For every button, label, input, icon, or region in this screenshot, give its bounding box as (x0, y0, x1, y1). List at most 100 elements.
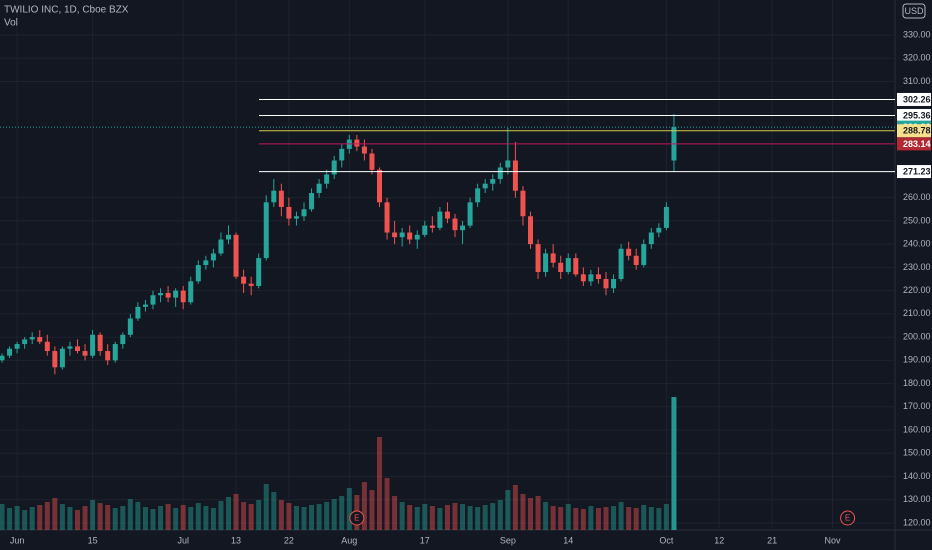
candle-body (271, 190, 277, 203)
currency-box[interactable] (902, 3, 926, 19)
volume-bar (59, 504, 65, 530)
candle-body (512, 160, 518, 191)
candle-body (173, 290, 179, 298)
volume-bar (233, 494, 239, 530)
volume-bar (565, 504, 571, 530)
y-tick-label: 170.00 (903, 401, 931, 411)
volume-bar (580, 509, 586, 530)
volume-bar (127, 499, 133, 530)
volume-bar (112, 508, 118, 530)
candle-body (142, 304, 148, 307)
volume-bar (120, 506, 126, 530)
price-level-label: 302.26 (903, 94, 931, 104)
volume-bar (316, 504, 322, 530)
candle-body (218, 239, 224, 254)
chart-title: TWILIO INC, 1D, Cboe BZX (4, 5, 129, 16)
x-tick-label: 17 (420, 535, 430, 545)
candle-body (90, 334, 96, 356)
x-tick-label: Jun (10, 535, 25, 545)
volume-bar (550, 506, 556, 530)
volume-bar (248, 504, 254, 530)
candle-body (550, 253, 556, 263)
volume-bar (663, 504, 669, 530)
candle-body (180, 290, 186, 303)
volume-bar (407, 505, 413, 530)
volume-bar (37, 505, 43, 530)
volume-bar (188, 507, 194, 530)
volume-bar (256, 500, 262, 530)
candle-body (618, 248, 624, 279)
candle-body (97, 334, 103, 352)
candle-body (505, 160, 511, 168)
candle-body (316, 183, 322, 194)
price-level-label-box (897, 137, 931, 151)
candle-body (633, 255, 639, 266)
x-tick-label: Oct (659, 535, 674, 545)
candle-body (407, 232, 413, 240)
volume-bar (135, 502, 141, 530)
y-tick-label: 190.00 (903, 355, 931, 365)
volume-bar (29, 507, 35, 530)
volume-bar (452, 503, 458, 530)
candle-body (286, 206, 292, 219)
price-level-label: 295.36 (903, 110, 931, 120)
volume-bar (671, 397, 677, 530)
volume-bar (14, 506, 20, 530)
volume-bar (588, 506, 594, 530)
candle-body (543, 253, 549, 273)
volume-bar (67, 507, 73, 530)
candle-body (528, 216, 533, 245)
volume-bar (90, 500, 96, 530)
volume-bar (309, 505, 315, 530)
volume-bar (203, 506, 209, 530)
volume-bar (195, 503, 201, 530)
currency[interactable]: USD (904, 6, 924, 16)
volume-bar (399, 502, 405, 530)
candle-body (414, 234, 420, 240)
x-tick-label: 15 (88, 535, 98, 545)
candle-body (233, 234, 239, 277)
x-tick-label: 14 (563, 535, 573, 545)
candle-body (37, 337, 43, 342)
candle-body (120, 334, 126, 345)
candle-body (309, 193, 315, 210)
candle-body (535, 244, 541, 273)
volume-bar (180, 505, 186, 530)
y-tick-label: 330.00 (903, 29, 931, 39)
grid (0, 0, 895, 530)
y-tick-label: 200.00 (903, 331, 931, 341)
volume-bar (97, 503, 103, 530)
volume-bar (505, 490, 511, 530)
volume-bar (497, 500, 503, 530)
volume-bar (648, 507, 654, 530)
price-level-label: 271.23 (903, 166, 931, 176)
volume-bar (626, 507, 632, 530)
candles (0, 114, 677, 375)
x-tick-label: Aug (341, 535, 357, 545)
volume-bar (0, 504, 5, 530)
candle-body (467, 202, 473, 226)
candle-body (663, 206, 669, 228)
candle-body (603, 279, 609, 289)
candle-body (135, 306, 141, 319)
candle-body (301, 209, 307, 217)
candle-body (59, 348, 65, 368)
volume-bar (301, 507, 307, 530)
candle-body (399, 232, 405, 238)
volume-bar (422, 504, 428, 530)
candle-body (429, 225, 435, 228)
y-tick-label: 320.00 (903, 53, 931, 63)
candle-body (339, 148, 345, 161)
price-level-label-box (897, 108, 931, 122)
candle-body (497, 167, 503, 180)
candle-body (595, 274, 601, 279)
candle-body (482, 183, 488, 189)
price-level-label-box (897, 92, 931, 106)
volume-bar (558, 507, 564, 530)
x-tick-label: Jul (177, 535, 189, 545)
volume-bar (278, 500, 284, 530)
candle-body (354, 139, 360, 147)
